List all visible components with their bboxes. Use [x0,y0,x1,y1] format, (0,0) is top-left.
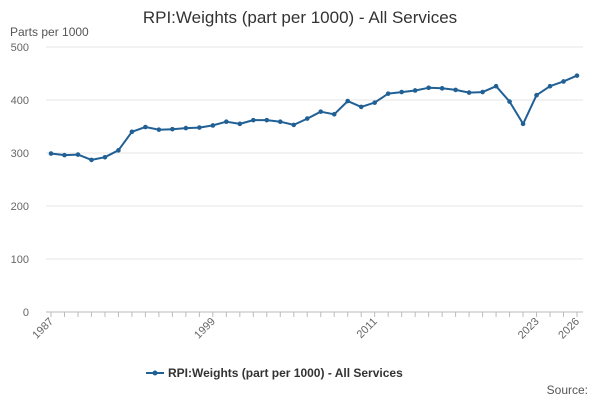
x-tick-label: 1999 [192,316,218,342]
data-point-1987[interactable] [48,151,54,156]
y-tick-label: 400 [11,95,29,107]
data-point-2007[interactable] [318,109,324,114]
x-tick-label: 2026 [556,316,582,342]
data-point-2021[interactable] [507,99,512,104]
data-point-2013[interactable] [399,89,404,95]
data-point-2015[interactable] [426,85,431,91]
y-tick-label: 100 [11,254,29,266]
data-point-2023[interactable] [534,92,539,98]
y-tick-label: 200 [11,201,29,213]
data-point-2024[interactable] [547,83,553,89]
data-point-2000[interactable] [224,119,229,125]
x-tick-label: 1987 [30,316,56,342]
data-point-2014[interactable] [412,88,418,93]
y-tick-label: 500 [11,42,29,54]
legend-marker [152,370,158,376]
data-point-2025[interactable] [561,79,566,84]
y-tick-label: 300 [11,148,29,160]
data-point-2018[interactable] [466,90,472,95]
data-point-2017[interactable] [453,87,458,93]
data-point-1999[interactable] [210,123,216,128]
data-point-2004[interactable] [277,119,283,125]
legend[interactable]: RPI:Weights (part per 1000) - All Servic… [146,366,403,380]
legend-label: RPI:Weights (part per 1000) - All Servic… [168,366,403,380]
data-point-2026[interactable] [574,73,580,78]
data-point-1989[interactable] [75,152,81,157]
data-point-2009[interactable] [345,98,351,104]
data-point-1998[interactable] [197,125,202,130]
source-label: Source: [546,383,588,397]
data-point-1996[interactable] [170,126,175,132]
y-tick-label: 0 [23,307,29,319]
gridlines [46,46,583,313]
data-point-2020[interactable] [493,83,499,89]
data-point-2022[interactable] [520,121,526,127]
data-point-1988[interactable] [62,152,67,158]
x-tick-label: 2011 [355,316,380,341]
data-point-1990[interactable] [89,157,94,163]
data-point-2016[interactable] [439,86,445,91]
y-axis-label: Parts per 1000 [10,25,89,39]
data-point-1991[interactable] [102,154,108,160]
data-point-1997[interactable] [183,125,189,131]
data-point-2008[interactable] [331,112,337,117]
data-point-2001[interactable] [237,121,243,127]
chart-title: RPI:Weights (part per 1000) - All Servic… [142,8,458,27]
data-point-2002[interactable] [251,117,256,123]
data-point-1993[interactable] [129,129,135,135]
data-point-2005[interactable] [291,122,297,128]
data-point-2003[interactable] [264,117,270,123]
data-point-1992[interactable] [116,148,121,153]
data-point-2012[interactable] [385,91,391,96]
series-group [48,73,580,163]
data-point-1995[interactable] [156,127,162,132]
y-axis-ticks: 0 100 200 300 400 500 [11,42,29,319]
x-axis-ticks: 1987 1999 2011 2023 2026 [30,312,582,341]
data-point-2019[interactable] [480,89,485,95]
x-tick-label: 2023 [516,316,542,342]
data-point-1994[interactable] [143,124,148,130]
data-point-2006[interactable] [304,116,310,121]
series-line [50,74,578,161]
data-point-2011[interactable] [372,100,377,105]
data-point-2010[interactable] [358,104,364,110]
